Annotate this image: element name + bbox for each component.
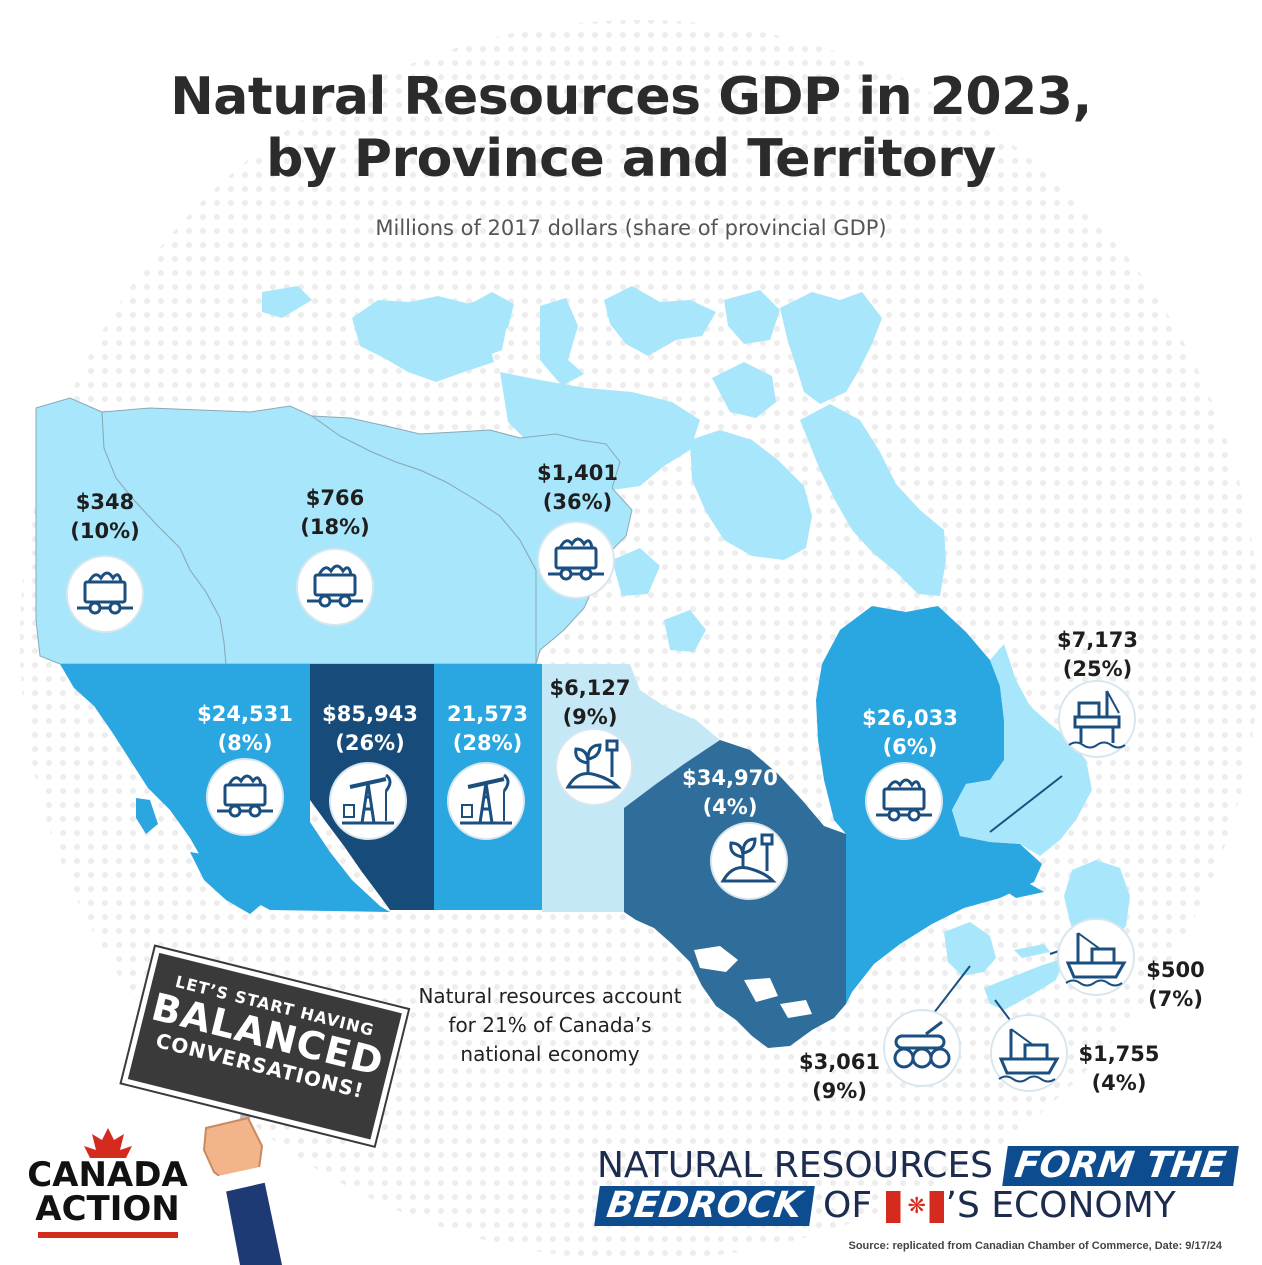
label-saskatchewan: 21,573 (28%) xyxy=(435,700,540,758)
subtitle: Millions of 2017 dollars (share of provi… xyxy=(375,216,887,240)
label-new-brunswick: $3,061 (9%) xyxy=(792,1048,887,1106)
label-nunavut: $1,401 (36%) xyxy=(520,459,635,517)
hand-icon xyxy=(202,1087,282,1265)
share-text: (25%) xyxy=(1062,657,1133,681)
title-line-2: by Province and Territory xyxy=(266,129,996,189)
anticosti-island xyxy=(1004,884,1044,898)
maple-leaf-icon xyxy=(84,1128,132,1158)
tagline-part-5: ’S ECONOMY xyxy=(945,1185,1176,1226)
label-prince-edward-island: $500 (7%) xyxy=(1138,956,1213,1014)
note-line: Natural resources account xyxy=(418,984,682,1008)
value-text: $1,401 xyxy=(536,461,619,485)
label-nova-scotia: $1,755 (4%) xyxy=(1074,1040,1164,1098)
share-text: (26%) xyxy=(335,731,405,755)
region-new-brunswick xyxy=(944,922,996,976)
value-text: $1,755 xyxy=(1078,1042,1160,1066)
arctic-islands xyxy=(262,286,946,596)
value-text: $3,061 xyxy=(798,1050,881,1074)
region-nova-scotia xyxy=(984,958,1064,1010)
value-text: $24,531 xyxy=(197,702,293,726)
value-text: $348 xyxy=(75,490,135,514)
brand-underline xyxy=(38,1232,178,1238)
value-text: $34,970 xyxy=(682,766,778,790)
value-text: $6,127 xyxy=(549,676,631,700)
label-alberta: $85,943 (26%) xyxy=(315,700,425,758)
share-text: (36%) xyxy=(542,490,613,514)
canada-flag-icon: ❋ xyxy=(885,1191,944,1223)
tagline-line-1: NATURAL RESOURCES FORM THE xyxy=(597,1145,1238,1186)
title-line-1: Natural Resources GDP in 2023, xyxy=(170,67,1092,127)
share-text: (18%) xyxy=(300,515,370,539)
great-lakes xyxy=(694,946,812,1018)
region-labrador xyxy=(952,644,1092,856)
tagline-part-1: NATURAL RESOURCES xyxy=(597,1145,994,1186)
label-ontario: $34,970 (4%) xyxy=(670,764,790,822)
value-text: $26,033 xyxy=(862,706,958,730)
vancouver-island xyxy=(190,852,262,914)
share-text: (7%) xyxy=(1148,987,1203,1011)
value-text: $7,173 xyxy=(1056,628,1139,652)
haida-gwaii xyxy=(136,798,158,834)
share-text: (4%) xyxy=(702,795,758,819)
note-line: for 21% of Canada’s xyxy=(448,1013,652,1037)
region-manitoba xyxy=(542,664,720,912)
page-title: Natural Resources GDP in 2023, by Provin… xyxy=(0,66,1262,190)
value-text: $766 xyxy=(305,486,365,510)
tagline-highlight-2: BEDROCK xyxy=(594,1185,815,1226)
national-economy-note: Natural resources account for 21% of Can… xyxy=(385,982,715,1069)
note-line: national economy xyxy=(460,1042,640,1066)
share-text: (10%) xyxy=(70,519,140,543)
region-prince-edward-island xyxy=(1014,944,1050,958)
label-british-columbia: $24,531 (8%) xyxy=(190,700,300,758)
share-text: (28%) xyxy=(452,731,523,755)
share-text: (8%) xyxy=(217,731,273,755)
label-quebec: $26,033 (6%) xyxy=(850,704,970,762)
value-text: 21,573 xyxy=(446,702,529,726)
flag-leaf-icon: ❋ xyxy=(907,1194,926,1219)
share-text: (6%) xyxy=(882,735,938,759)
canada-action-logo: CANADA ACTION xyxy=(20,1158,195,1226)
brand-line-2: ACTION xyxy=(35,1189,180,1229)
share-text: (9%) xyxy=(562,705,618,729)
value-text: $500 xyxy=(1146,958,1205,982)
share-text: (4%) xyxy=(1091,1071,1147,1095)
tagline-part-4: OF xyxy=(823,1185,873,1226)
brand-line-1: CANADA xyxy=(27,1155,188,1195)
label-yukon: $348 (10%) xyxy=(55,488,155,546)
source-note: Source: replicated from Canadian Chamber… xyxy=(848,1240,1222,1252)
label-manitoba: $6,127 (9%) xyxy=(540,674,640,732)
hudson-bay-islands xyxy=(612,548,706,652)
value-text: $85,943 xyxy=(322,702,418,726)
label-northwest-territories: $766 (18%) xyxy=(280,484,390,542)
label-newfoundland-labrador: $7,173 (25%) xyxy=(1040,626,1155,684)
share-text: (9%) xyxy=(812,1079,867,1103)
tagline-highlight-1: FORM THE xyxy=(1001,1145,1238,1186)
tagline-line-2: BEDROCK OF ❋ ’S ECONOMY xyxy=(594,1185,1176,1226)
